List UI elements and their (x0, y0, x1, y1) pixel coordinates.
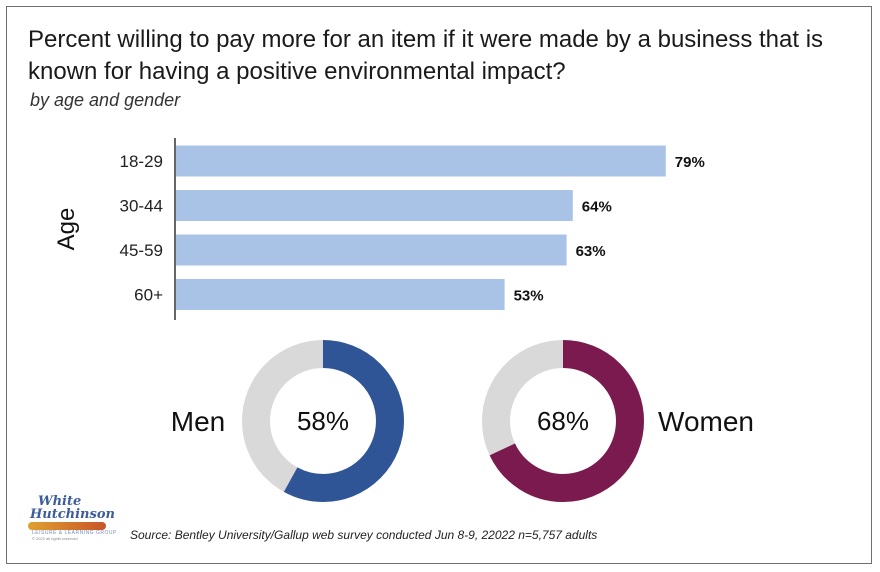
logo-copyright: © 2022 all rights reserved (32, 536, 78, 541)
logo-swoosh (28, 522, 106, 530)
logo-line-1: White (38, 494, 82, 509)
y-tick-label: 45-59 (120, 241, 163, 260)
y-tick-label: 30-44 (120, 197, 163, 216)
chart-subtitle: by age and gender (30, 90, 181, 110)
bar-30-44 (176, 190, 573, 221)
women-donut-label: Women (658, 406, 754, 437)
y-tick-label: 60+ (134, 286, 163, 305)
bar-data-label: 63% (576, 243, 606, 260)
chart-title: Percent willing to pay more for an item … (28, 26, 824, 85)
gender-donut-charts: 58% Men 68% Women (171, 340, 754, 502)
bar-45-59 (176, 234, 567, 266)
logo-tagline: LEISURE & LEARNING GROUP (32, 530, 117, 536)
y-axis-title: Age (53, 208, 80, 251)
source-note: Source: Bentley University/Gallup web su… (130, 528, 598, 542)
y-tick-label: 18-29 (120, 152, 163, 171)
men-donut-slice (242, 340, 404, 502)
bar-data-label: 53% (514, 288, 544, 305)
women-donut-slice (482, 340, 644, 502)
bar-60+ (176, 279, 505, 310)
men-donut-value: 58% (297, 406, 349, 436)
men-donut-label: Men (171, 406, 225, 437)
bar-18-29 (176, 145, 666, 177)
white-hutchinson-logo: White Hutchinson LEISURE & LEARNING GROU… (26, 494, 122, 548)
logo-line-2: Hutchinson (30, 507, 115, 522)
age-bar-chart: Age 18-29 79% 30-44 64% 45-59 63% 60+ 53% (53, 138, 705, 320)
bar-data-label: 79% (675, 154, 705, 171)
women-donut-value: 68% (537, 406, 589, 436)
bar-data-label: 64% (582, 199, 612, 216)
